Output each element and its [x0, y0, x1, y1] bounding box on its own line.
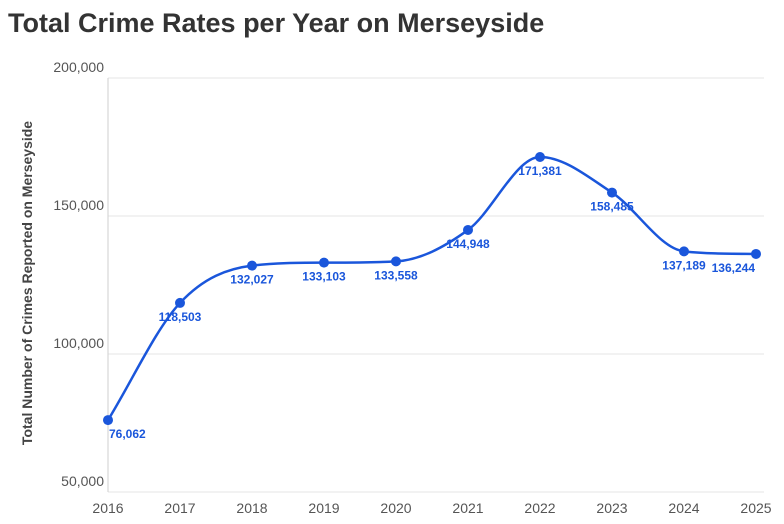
x-tick-label: 2023: [596, 500, 627, 516]
data-label: 158,485: [590, 200, 634, 214]
x-tick-label: 2024: [668, 500, 699, 516]
data-label: 133,558: [374, 268, 418, 282]
y-axis: 50,000 100,000 150,000 200,000: [53, 59, 109, 492]
data-label: 144,948: [446, 237, 490, 251]
data-point: [103, 415, 113, 426]
y-tick-label: 100,000: [53, 335, 104, 351]
x-tick-label: 2019: [308, 500, 339, 516]
x-tick-label: 2022: [524, 500, 555, 516]
data-label: 137,189: [662, 258, 706, 272]
data-label: 118,503: [159, 310, 202, 324]
data-label: 136,244: [712, 261, 756, 275]
y-tick-label: 200,000: [53, 59, 104, 75]
data-point: [319, 257, 329, 268]
data-labels: 76,062 118,503 132,027 133,103 133,558 144,94…: [109, 164, 755, 441]
data-label: 76,062: [109, 427, 146, 441]
data-point: [391, 256, 401, 267]
x-tick-label: 2018: [236, 500, 267, 516]
y-axis-label: Total Number of Crimes Reported on Merse…: [19, 121, 35, 445]
chart-title: Total Crime Rates per Year on Merseyside: [8, 8, 545, 38]
data-point: [607, 187, 617, 198]
data-point: [751, 248, 761, 259]
gridlines: [108, 77, 764, 493]
data-point: [463, 224, 473, 235]
x-axis: 2016 2017 2018 2019 2020 2021 2022 2023 2024 2025: [92, 500, 771, 516]
data-point: [175, 297, 185, 308]
y-tick-label: 50,000: [61, 473, 104, 489]
y-tick-label: 150,000: [53, 197, 104, 213]
x-tick-label: 2016: [92, 500, 123, 516]
data-point: [679, 246, 689, 257]
data-label: 171,381: [518, 164, 562, 178]
data-label: 133,103: [302, 270, 346, 284]
data-point: [535, 151, 545, 162]
series-line: [106, 155, 757, 421]
data-label: 132,027: [230, 273, 274, 287]
data-points: [103, 151, 761, 426]
x-tick-label: 2017: [164, 500, 195, 516]
x-tick-label: 2020: [380, 500, 411, 516]
data-point: [247, 260, 257, 271]
x-tick-label: 2021: [452, 500, 483, 516]
x-tick-label: 2025: [740, 500, 771, 516]
